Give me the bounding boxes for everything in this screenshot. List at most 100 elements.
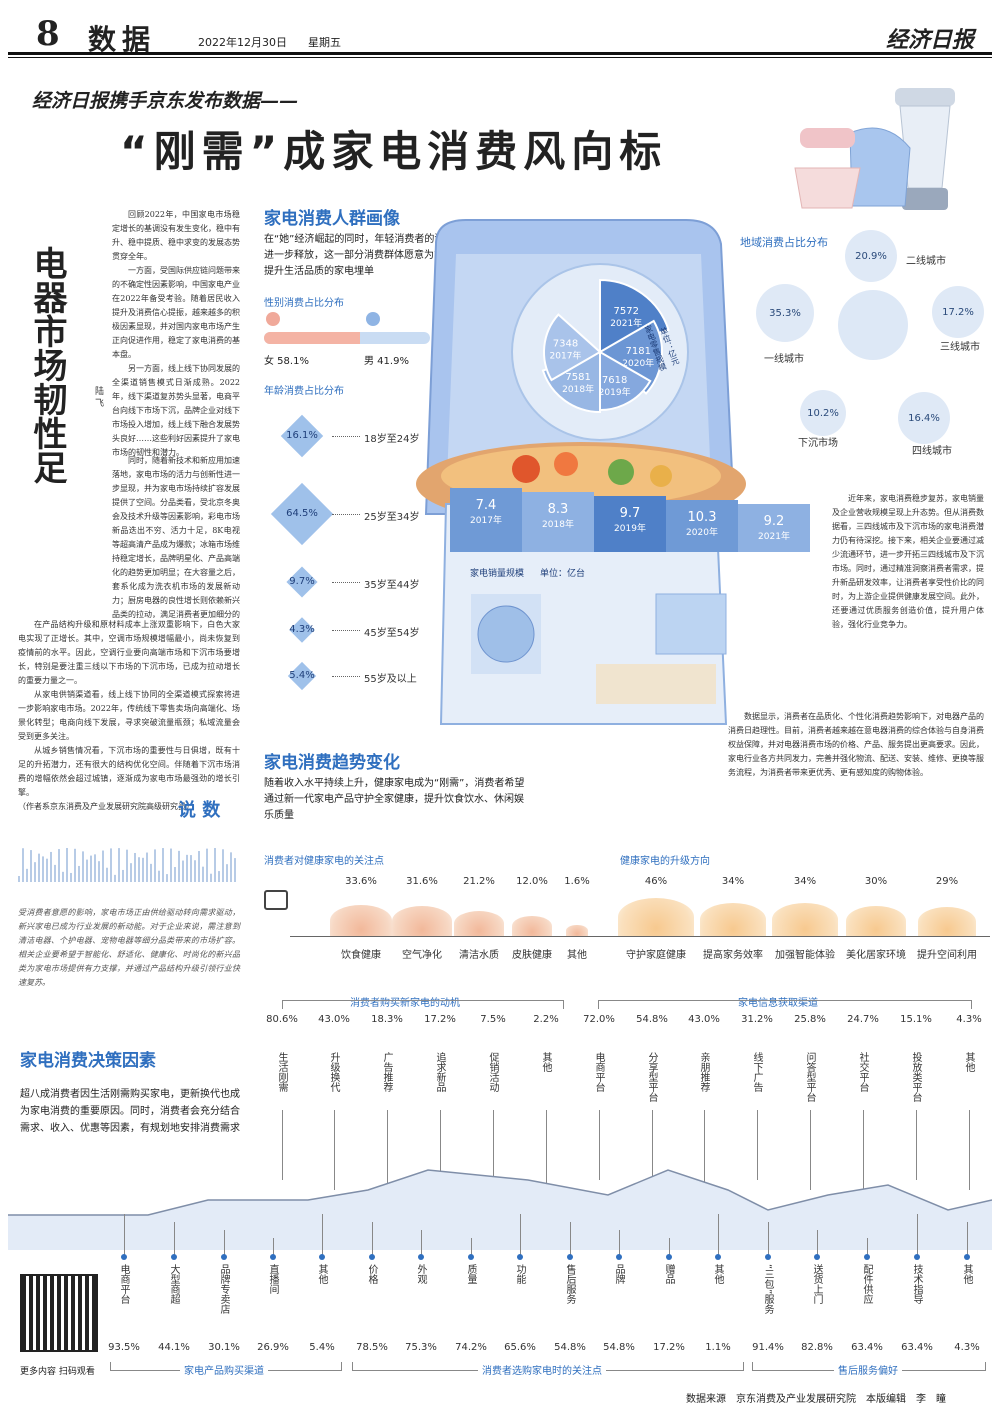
upgrade-wave [846,906,906,936]
focus-label: 质量 [465,1264,476,1284]
male-share: 男 41.9% [364,356,409,367]
age-dotted-line [332,676,360,677]
info-stem [969,1110,970,1190]
buy-percent: 30.1% [208,1342,240,1353]
wave-bar [34,862,36,882]
plug-icon [264,890,288,910]
volume-cell: 9.2 2021年 [738,504,810,552]
info-label: 电商平台 [593,1052,604,1092]
wave-bar [54,864,56,882]
appliance-illustration [794,88,955,210]
wave-bar [150,863,152,882]
region-circle: 10.2% [800,390,846,436]
motive-percent: 80.6% [266,1014,298,1025]
buy-dot [171,1254,177,1260]
wave-bar [174,867,176,882]
wave-bar [30,850,32,882]
upgrade-label: 加强智能体验 [775,950,835,961]
region-label: 三线城市 [940,342,980,353]
motive-stem [440,1110,441,1180]
service-dot [864,1254,870,1260]
buy-label: 大型商超 [168,1264,179,1304]
commentary-column-2: 同时，随着新技术和新应用加速落地，家电市场的活力与创新性进一步显现，并为家电市场… [112,454,240,618]
age-percent: 4.3% [289,624,315,635]
focus-percent: 1.1% [705,1342,731,1353]
motive-label: 升级换代 [328,1052,339,1092]
age-dotted-line [332,514,360,515]
pie-value: 7618 [602,375,627,386]
region-circle: 17.2% [932,286,984,338]
wave-bar [162,848,164,882]
header-rule [8,52,992,55]
female-icon [266,312,280,326]
volume-cell: 8.3 2018年 [522,492,594,552]
region-circle: 35.3% [756,284,814,342]
trend-band [8,1169,992,1250]
pie-year: 2021年 [610,317,642,329]
service-label: “三包”服务 [762,1264,773,1315]
wave-bar [86,859,88,882]
commentary-p1: 回顾2022年，中国家电市场稳定增长的基调没有发生变化，稳中有升、稳中提质、稳中… [112,210,240,261]
upgrade-wave [918,907,976,936]
volume-value: 7.4 [475,498,497,513]
buy-stem [224,1230,225,1258]
service-percent: 63.4% [851,1342,883,1353]
age-dotted-line [332,582,360,583]
wave-bar [106,867,108,882]
region-circle: 20.9% [845,230,897,282]
wave-bar [218,871,220,882]
region-city-icon [838,290,908,360]
upgrade-wave [700,903,766,936]
service-stem [967,1222,968,1258]
buy-stem [273,1238,274,1258]
upgrade-percent: 29% [935,876,959,887]
age-label: 35岁至44岁 [364,580,420,591]
wave-bar [94,854,96,882]
female-share: 女 58.1% [264,356,309,367]
buy-dot [319,1254,325,1260]
gender-bar [264,332,430,344]
focus-dot [567,1254,573,1260]
volume-value: 9.2 [763,514,785,529]
wave-bar [98,861,100,882]
health-label: 空气净化 [402,950,442,961]
focus-dot [666,1254,672,1260]
region-label: 二线城市 [906,256,946,267]
focus-percent: 74.2% [455,1342,487,1353]
qr-caption: 更多内容 扫码观看 [20,1367,95,1377]
qr-code[interactable] [20,1274,98,1352]
region-title: 地域消费占比分布 [740,236,828,249]
wave-bar [110,848,112,882]
headline-title: “刚需”成家电消费风向标 [120,127,668,176]
service-stem [867,1238,868,1258]
volume-year: 2021年 [758,532,790,542]
health-wave [330,905,392,936]
upgrade-label: 提升空间利用 [917,950,977,961]
pie-year: 2017年 [550,349,582,361]
service-title: 售后服务偏好 [834,1362,902,1377]
wave-bar [138,857,140,882]
focus-label: 外观 [415,1264,426,1284]
wave-bar [214,848,216,882]
wave-bar [62,871,64,882]
info-percent: 24.7% [847,1014,879,1025]
decision-desc: 超八成消费者因生活刚需购买家电，更新换代也成为家电消费的重要原因。同时，消费者会… [20,1089,240,1134]
wave-bar [178,850,180,882]
pie-slice [543,313,602,382]
focus-dot [616,1254,622,1260]
age-label: 18岁至24岁 [364,434,420,445]
info-percent: 15.1% [900,1014,932,1025]
volume-value: 8.3 [547,502,569,517]
focus-label: 品牌 [613,1264,624,1284]
wave-bar [130,863,132,882]
service-dot [765,1254,771,1260]
service-percent: 63.4% [901,1342,933,1353]
commentary-p3: 另一方面，线上线下协同发展的全渠道销售模式日渐成熟。2022年，线下渠道复苏势头… [112,364,240,457]
service-dot [814,1254,820,1260]
portrait-title: 家电消费人群画像 [264,209,400,229]
health-upgrade-title: 健康家电的升级方向 [620,856,710,867]
health-label: 皮肤健康 [512,950,552,961]
age-percent: 64.5% [286,508,318,519]
volume-unit: 单位：亿台 [540,569,586,579]
